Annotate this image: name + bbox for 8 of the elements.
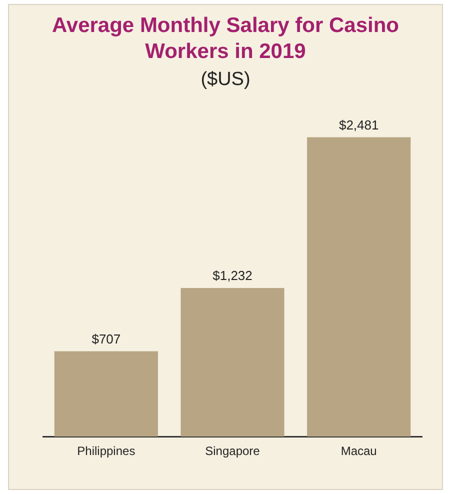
data-label: $2,481 [338,117,379,132]
x-tick-label: Philippines [77,444,136,458]
data-label: $707 [92,331,121,346]
chart-subtitle: ($US) [200,69,252,91]
chart-title: Average Monthly Salary for Casino Workers in 2019 [51,13,400,65]
x-tick-label: Singapore [205,444,260,458]
data-label: $1,232 [212,268,252,284]
x-tick-label: Macau [340,444,377,458]
